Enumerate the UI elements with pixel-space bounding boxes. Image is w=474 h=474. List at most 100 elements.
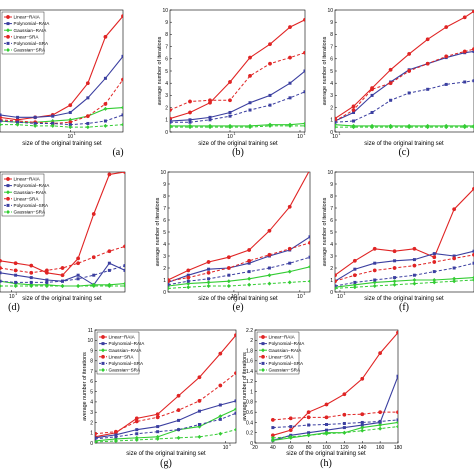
data-point	[123, 264, 125, 268]
panel-caption: (f)	[399, 302, 409, 313]
y-tick-label: 6	[330, 57, 333, 63]
y-tick-label: 1.6	[246, 359, 253, 365]
y-tick-label: 3	[90, 410, 93, 416]
data-point	[0, 122, 2, 127]
data-point	[228, 110, 232, 114]
data-point	[13, 261, 18, 266]
series-line-polynomial-raia	[335, 50, 474, 122]
data-point	[155, 436, 160, 441]
y-tick-label: 2	[163, 266, 166, 272]
y-tick-label: 8	[163, 194, 166, 200]
data-point	[107, 261, 111, 265]
y-tick-label: 1	[330, 118, 333, 124]
series-group	[0, 14, 123, 130]
data-point	[352, 258, 357, 263]
data-point	[352, 273, 357, 278]
data-point	[248, 73, 252, 78]
data-point	[85, 81, 90, 86]
y-axis-label: average number of iterations	[322, 197, 328, 266]
data-point	[50, 123, 55, 128]
legend-label: Linear−RAIA	[269, 335, 296, 340]
data-point	[44, 284, 49, 288]
data-point	[308, 235, 310, 239]
data-point	[432, 252, 436, 256]
x-tick-exponent: 1	[234, 132, 236, 136]
series-group	[270, 330, 398, 443]
data-point	[29, 280, 33, 284]
data-point	[121, 113, 123, 117]
y-tick-label: 6	[90, 379, 93, 385]
data-point	[186, 268, 191, 273]
data-point	[86, 96, 90, 100]
data-point	[378, 423, 383, 428]
data-point	[407, 125, 412, 130]
legend-box	[1, 11, 45, 55]
data-point	[306, 410, 311, 415]
data-point	[463, 80, 467, 84]
data-point	[412, 246, 417, 251]
legend-marker	[6, 15, 10, 19]
data-point	[360, 425, 365, 430]
data-point	[95, 437, 97, 441]
data-point	[170, 120, 172, 124]
data-point	[452, 279, 457, 284]
data-point	[268, 42, 272, 47]
data-point	[270, 417, 275, 422]
x-tick-label: 60	[288, 445, 294, 451]
y-tick-label: 10	[162, 8, 168, 14]
series-line-gaussian-raia	[335, 124, 474, 127]
data-point	[342, 426, 346, 430]
data-point	[226, 279, 231, 284]
data-point	[114, 435, 118, 439]
y-tick-label: 0.8	[246, 400, 253, 406]
legend-label: Polynomial−SRA	[14, 41, 50, 46]
data-point	[33, 121, 37, 125]
series-line-gaussian-sra	[272, 426, 398, 439]
data-point	[248, 108, 252, 112]
y-tick-label: 5	[330, 69, 333, 75]
data-point	[462, 49, 467, 54]
data-point	[325, 423, 328, 427]
legend-label: Linear−SRA	[269, 354, 295, 359]
panel-caption: (e)	[232, 302, 243, 313]
series-line-gaussian-raia	[335, 277, 474, 288]
x-tick-label: 10	[297, 134, 303, 140]
x-axis-label: size of the original training set	[22, 296, 102, 302]
panel-caption: (d)	[8, 302, 20, 313]
legend-label: Gaussian−RAIA	[269, 348, 303, 353]
data-point	[186, 279, 190, 283]
x-tick-exponent: 1	[343, 292, 345, 296]
x-axis-label: size of the original training set	[364, 141, 444, 147]
y-tick-label: 4	[90, 400, 93, 406]
data-point	[207, 267, 211, 271]
data-point	[425, 61, 430, 66]
data-point	[177, 428, 181, 432]
data-point	[156, 430, 160, 434]
x-tick-label: 160	[376, 445, 385, 451]
data-point	[247, 248, 252, 252]
y-tick-label: 0	[330, 130, 333, 136]
y-tick-label: 7	[165, 44, 168, 50]
series-line-linear-sra	[0, 245, 125, 274]
y-tick-label: 1.2	[246, 379, 253, 385]
data-point	[45, 278, 49, 282]
y-tick-label: 9	[163, 182, 166, 188]
legend-marker	[101, 368, 105, 372]
y-tick-label: 1	[165, 118, 168, 124]
legend-box	[96, 331, 140, 375]
x-tick-label: 10	[231, 294, 237, 300]
data-point	[103, 106, 108, 111]
legend-label: Linear−RAIA	[14, 177, 41, 182]
y-tick-label: 1	[90, 431, 93, 437]
data-point	[407, 69, 412, 73]
data-point	[206, 280, 211, 285]
series-line-polynomial-raia	[335, 250, 474, 282]
data-point	[444, 54, 449, 59]
data-point	[412, 281, 417, 286]
data-point	[51, 114, 55, 118]
data-point	[392, 279, 397, 284]
data-point	[33, 123, 38, 128]
data-point	[342, 430, 347, 435]
